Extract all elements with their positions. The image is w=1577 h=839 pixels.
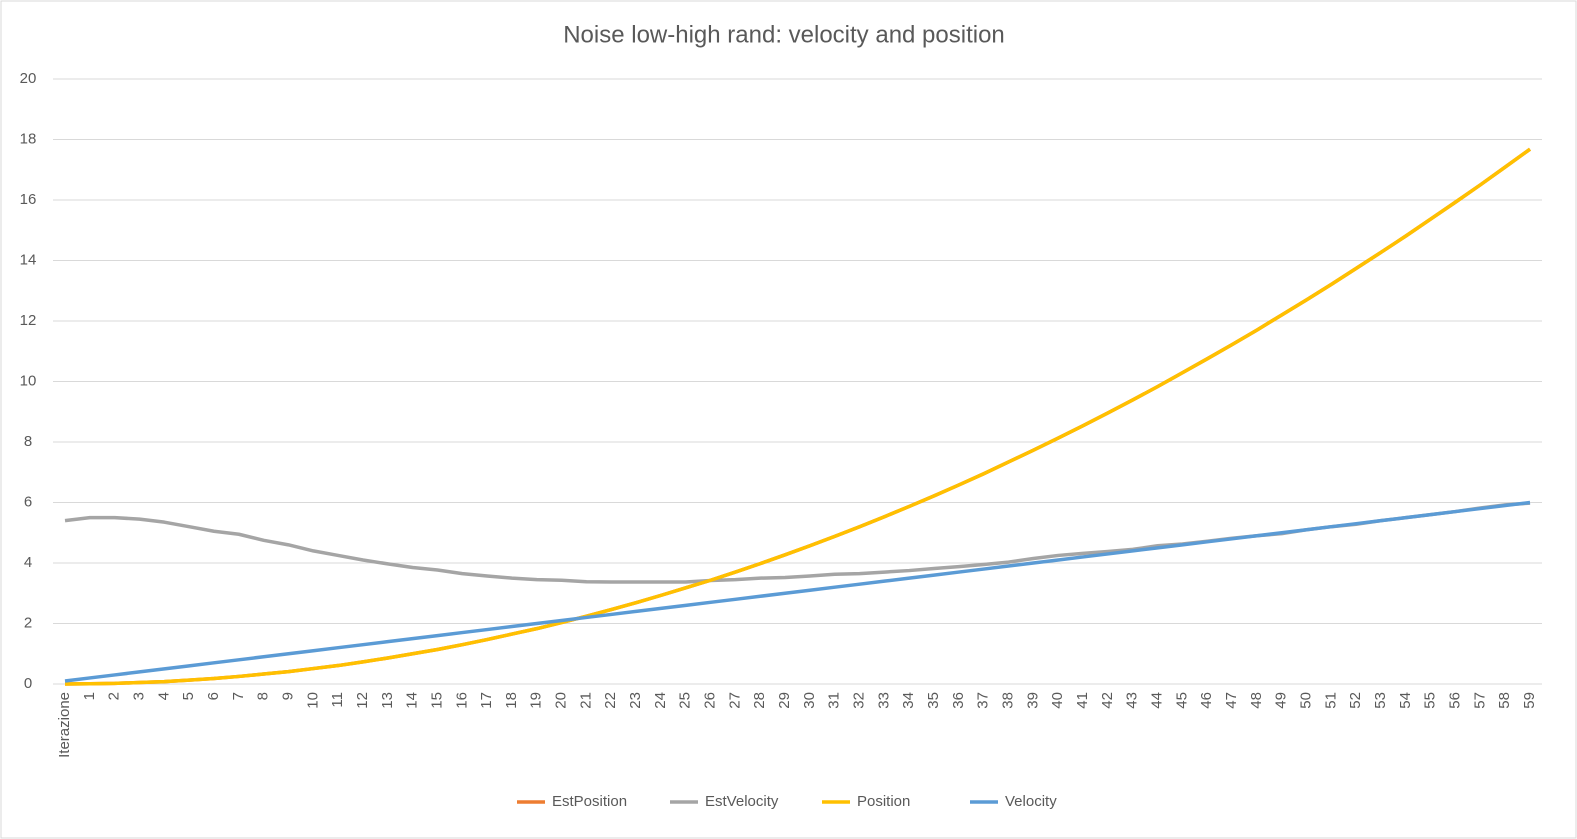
x-tick-label: 34 — [900, 692, 917, 709]
series-line — [64, 147, 1532, 686]
x-tick-label: 7 — [230, 692, 247, 700]
y-tick-label: 16 — [20, 191, 37, 208]
x-tick-label: 3 — [130, 692, 147, 700]
chart-title: Noise low-high rand: velocity and positi… — [563, 21, 1005, 48]
x-tick-label: 32 — [851, 692, 868, 709]
legend-label: Velocity — [1005, 793, 1057, 810]
y-tick-label: 12 — [20, 312, 37, 329]
y-tick-label: 0 — [24, 675, 32, 692]
x-tick-label: 40 — [1049, 692, 1066, 709]
x-tick-label: 24 — [652, 692, 669, 709]
x-tick-label: Iterazione — [56, 692, 73, 758]
x-tick-label: 15 — [428, 692, 445, 709]
y-tick-label: 18 — [20, 130, 37, 147]
x-tick-label: 52 — [1347, 692, 1364, 709]
x-tick-label: 2 — [106, 692, 123, 700]
x-tick-label: 45 — [1173, 692, 1190, 709]
legend-label: EstPosition — [552, 793, 627, 810]
y-tick-label: 20 — [20, 70, 37, 87]
x-tick-label: 46 — [1198, 692, 1215, 709]
x-tick-label: 39 — [1024, 692, 1041, 709]
x-tick-label: 1 — [81, 692, 98, 700]
x-tick-label: 5 — [180, 692, 197, 700]
x-tick-label: 4 — [155, 692, 172, 700]
x-tick-label: 18 — [503, 692, 520, 709]
x-tick-label: 57 — [1471, 692, 1488, 709]
x-tick-label: 48 — [1248, 692, 1265, 709]
x-tick-label: 38 — [1000, 692, 1017, 709]
y-tick-label: 6 — [24, 493, 32, 510]
x-tick-label: 6 — [205, 692, 222, 700]
x-tick-label: 56 — [1446, 692, 1463, 709]
x-tick-label: 51 — [1322, 692, 1339, 709]
x-tick-label: 23 — [627, 692, 644, 709]
x-tick-label: 29 — [776, 692, 793, 709]
x-tick-label: 21 — [577, 692, 594, 709]
x-tick-label: 59 — [1521, 692, 1538, 709]
x-tick-label: 50 — [1297, 692, 1314, 709]
y-tick-label: 14 — [20, 251, 37, 268]
x-tick-label: 35 — [925, 692, 942, 709]
x-tick-label: 43 — [1124, 692, 1141, 709]
x-tick-label: 33 — [875, 692, 892, 709]
x-tick-label: 19 — [528, 692, 545, 709]
x-tick-label: 13 — [379, 692, 396, 709]
x-tick-label: 49 — [1273, 692, 1290, 709]
y-tick-label: 2 — [24, 614, 32, 631]
y-tick-label: 4 — [24, 554, 32, 571]
x-tick-label: 58 — [1496, 692, 1513, 709]
x-tick-label: 14 — [404, 692, 421, 709]
x-tick-label: 17 — [478, 692, 495, 709]
x-tick-label: 55 — [1422, 692, 1439, 709]
x-tick-label: 22 — [602, 692, 619, 709]
x-tick-label: 44 — [1149, 692, 1166, 709]
x-tick-label: 20 — [553, 692, 570, 709]
x-tick-label: 41 — [1074, 692, 1091, 709]
x-tick-label: 16 — [453, 692, 470, 709]
x-tick-label: 37 — [975, 692, 992, 709]
x-tick-label: 54 — [1397, 692, 1414, 709]
x-tick-label: 8 — [255, 692, 272, 700]
x-tick-label: 25 — [677, 692, 694, 709]
x-tick-label: 9 — [279, 692, 296, 700]
x-tick-label: 10 — [304, 692, 321, 709]
y-tick-label: 8 — [24, 433, 32, 450]
x-tick-label: 31 — [826, 692, 843, 709]
x-tick-label: 30 — [801, 692, 818, 709]
x-tick-label: 42 — [1099, 692, 1116, 709]
y-tick-label: 10 — [20, 372, 37, 389]
x-tick-label: 26 — [702, 692, 719, 709]
x-tick-label: 11 — [329, 692, 346, 708]
x-tick-label: 12 — [354, 692, 371, 709]
legend-label: EstVelocity — [705, 793, 779, 810]
x-tick-label: 53 — [1372, 692, 1389, 709]
x-tick-label: 36 — [950, 692, 967, 709]
legend-label: Position — [857, 793, 910, 810]
series-line — [64, 500, 1531, 683]
x-tick-label: 28 — [751, 692, 768, 709]
x-tick-label: 27 — [726, 692, 743, 709]
x-tick-label: 47 — [1223, 692, 1240, 709]
